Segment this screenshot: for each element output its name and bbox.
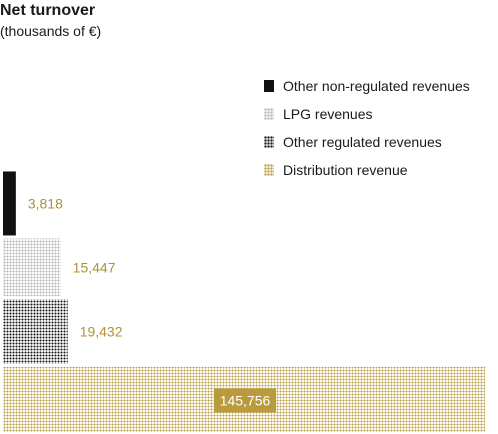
legend-item-other-regulated: Other regulated revenues — [264, 128, 470, 156]
legend-swatch — [264, 164, 274, 176]
legend: Other non-regulated revenues LPG revenue… — [264, 72, 470, 184]
legend-swatch — [264, 136, 274, 148]
legend-item-other-non-regulated: Other non-regulated revenues — [264, 72, 470, 100]
legend-label: Other non-regulated revenues — [283, 78, 470, 94]
bar-other-non-regulated-revenues — [3, 171, 16, 236]
bar-lpg-revenues — [3, 238, 61, 297]
legend-label: Distribution revenue — [283, 162, 408, 178]
legend-item-distribution: Distribution revenue — [264, 156, 470, 184]
legend-swatch — [264, 108, 274, 120]
bar-other-regulated-revenues — [3, 299, 68, 364]
chart-subtitle: (thousands of €) — [0, 23, 102, 39]
chart-title: Net turnover — [0, 2, 96, 19]
value-label: 3,818 — [28, 195, 63, 211]
value-badge — [214, 388, 276, 413]
value-label: 15,447 — [73, 259, 116, 275]
value-label: 145,756 — [220, 392, 271, 408]
legend-label: LPG revenues — [283, 106, 373, 122]
legend-label: Other regulated revenues — [283, 134, 442, 150]
legend-item-lpg: LPG revenues — [264, 100, 470, 128]
value-label: 19,432 — [80, 324, 123, 340]
legend-swatch — [264, 80, 274, 92]
